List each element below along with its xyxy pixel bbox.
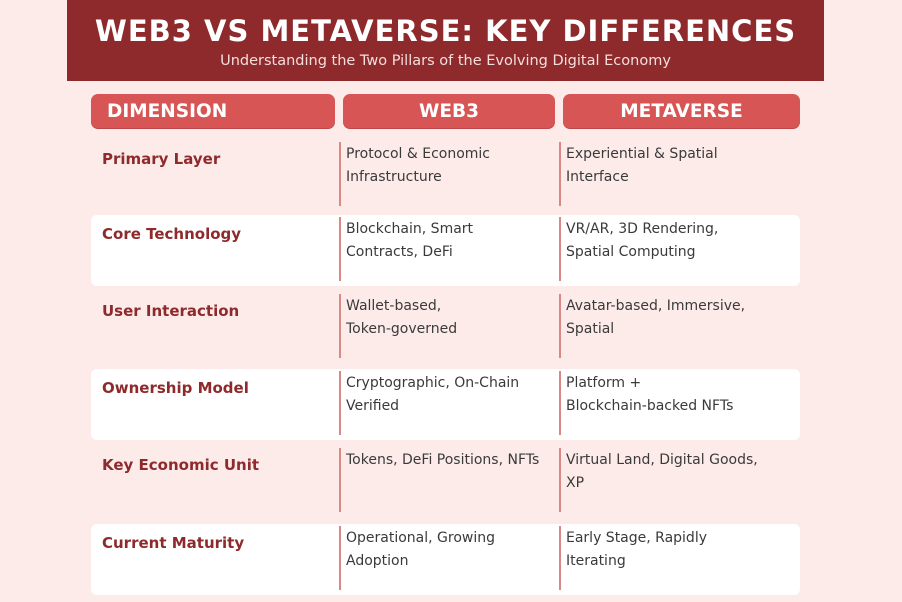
cell-line: Early Stage, Rapidly <box>566 530 707 546</box>
row-dimension-label: User Interaction <box>102 302 240 320</box>
cell-line: Token-governed <box>346 320 458 337</box>
page-subtitle: Understanding the Two Pillars of the Evo… <box>220 53 671 69</box>
web3-cell: Blockchain, Smart Contracts, DeFi <box>346 218 554 263</box>
metaverse-cell: Avatar-based, Immersive, Spatial <box>566 295 796 340</box>
cell-line: Adoption <box>346 552 409 569</box>
row-dimension-label: Key Economic Unit <box>102 456 260 474</box>
cell-line: Spatial <box>566 320 615 337</box>
web3-cell: Cryptographic, On-Chain Verified <box>346 372 554 417</box>
column-divider <box>339 217 341 281</box>
cell-line: Operational, Growing <box>346 530 496 546</box>
metaverse-cell: Platform + Blockchain-backed NFTs <box>566 372 796 417</box>
metaverse-cell: Virtual Land, Digital Goods, XP <box>566 449 796 494</box>
cell-line: Cryptographic, On-Chain <box>346 375 520 391</box>
cell-line: Tokens, DeFi Positions, NFTs <box>346 452 540 468</box>
web3-cell: Tokens, DeFi Positions, NFTs <box>346 449 554 472</box>
column-divider <box>339 371 341 435</box>
table-row-current-maturity: Current Maturity Operational, Growing Ad… <box>91 524 800 595</box>
cell-line: Experiential & Spatial <box>566 146 718 162</box>
web3-cell: Protocol & Economic Infrastructure <box>346 143 554 188</box>
column-divider <box>559 371 561 435</box>
column-divider <box>339 294 341 358</box>
row-dimension-label: Ownership Model <box>102 379 249 397</box>
row-dimension-label: Current Maturity <box>102 534 245 552</box>
cell-line: Protocol & Economic <box>346 146 491 162</box>
cell-line: Avatar-based, Immersive, <box>566 298 746 314</box>
cell-line: Platform + <box>566 375 642 391</box>
column-header-web3: WEB3 <box>343 94 555 128</box>
title-banner: WEB3 VS METAVERSE: KEY DIFFERENCES Under… <box>67 0 824 81</box>
table-row-ownership-model: Ownership Model Cryptographic, On-Chain … <box>91 369 800 440</box>
table-row-core-technology: Core Technology Blockchain, Smart Contra… <box>91 215 800 286</box>
cell-line: VR/AR, 3D Rendering, <box>566 221 719 237</box>
web3-cell: Wallet-based, Token-governed <box>346 295 554 340</box>
metaverse-cell: Experiential & Spatial Interface <box>566 143 796 188</box>
column-header-dimension: DIMENSION <box>91 94 335 128</box>
cell-line: Contracts, DeFi <box>346 243 453 260</box>
column-divider <box>339 142 341 206</box>
row-dimension-label: Primary Layer <box>102 150 221 168</box>
table-row-user-interaction: User Interaction Wallet-based, Token-gov… <box>91 292 800 363</box>
cell-line: Interface <box>566 168 629 185</box>
page-title: WEB3 VS METAVERSE: KEY DIFFERENCES <box>94 14 797 48</box>
cell-line: Virtual Land, Digital Goods, <box>566 452 758 468</box>
metaverse-cell: Early Stage, Rapidly Iterating <box>566 527 796 572</box>
cell-line: Wallet-based, <box>346 298 442 314</box>
cell-line: Iterating <box>566 552 626 569</box>
column-divider <box>339 448 341 512</box>
cell-line: Verified <box>346 397 400 414</box>
column-divider <box>559 448 561 512</box>
column-divider <box>339 526 341 590</box>
row-dimension-label: Core Technology <box>102 225 242 243</box>
table-row-key-economic-unit: Key Economic Unit Tokens, DeFi Positions… <box>91 446 800 517</box>
column-header-metaverse: METAVERSE <box>563 94 800 128</box>
cell-line: Spatial Computing <box>566 243 696 260</box>
column-divider <box>559 142 561 206</box>
metaverse-cell: VR/AR, 3D Rendering, Spatial Computing <box>566 218 796 263</box>
cell-line: Blockchain-backed NFTs <box>566 397 734 414</box>
table-row-primary-layer: Primary Layer Protocol & Economic Infras… <box>91 140 800 211</box>
web3-cell: Operational, Growing Adoption <box>346 527 554 572</box>
cell-line: Blockchain, Smart <box>346 221 474 237</box>
column-divider <box>559 526 561 590</box>
cell-line: Infrastructure <box>346 168 442 185</box>
column-divider <box>559 217 561 281</box>
cell-line: XP <box>566 474 585 491</box>
column-divider <box>559 294 561 358</box>
